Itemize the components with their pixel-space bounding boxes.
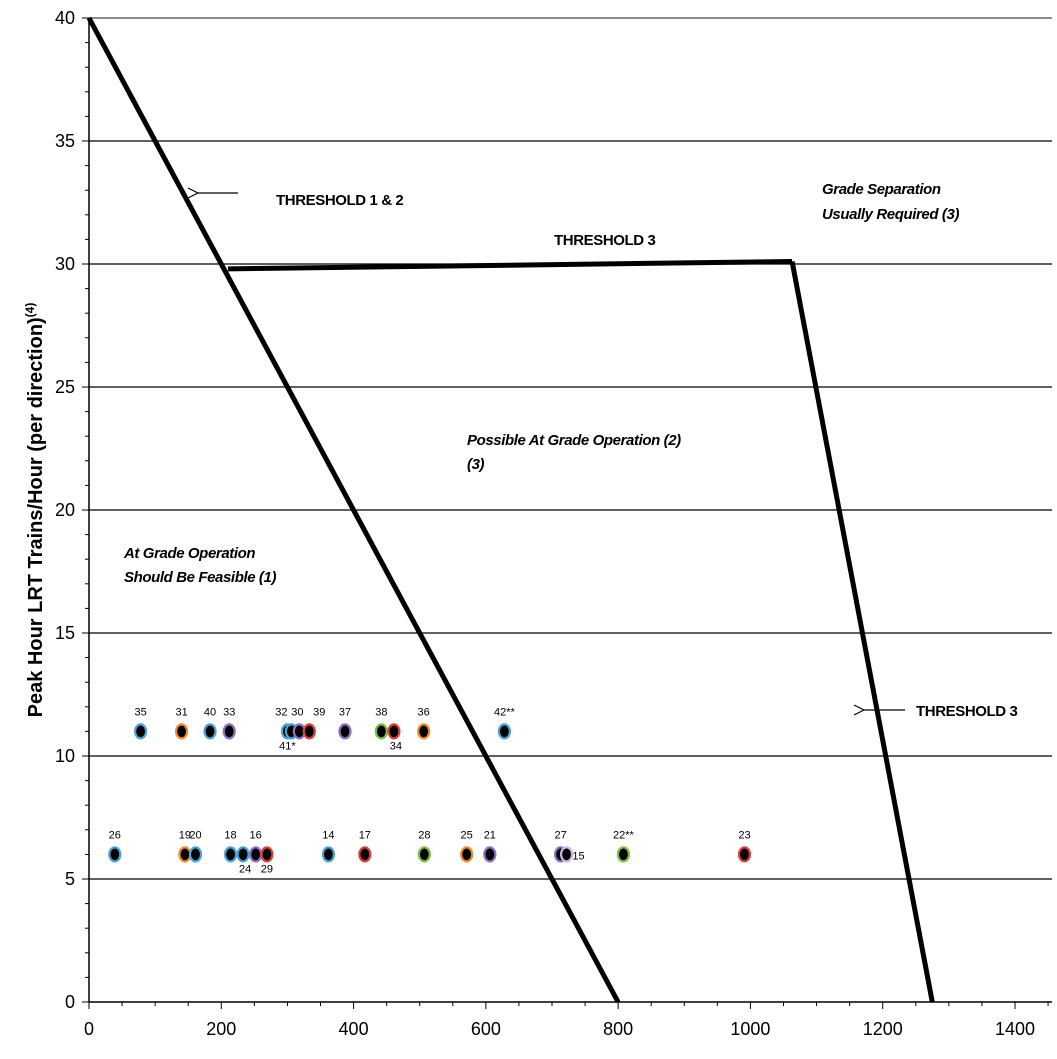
data-point-label: 15	[572, 850, 584, 862]
x-tick-label: 0	[84, 1019, 94, 1039]
y-tick-label: 10	[55, 746, 75, 766]
data-point-label: 40	[204, 706, 216, 718]
data-point-label: 28	[418, 829, 430, 841]
y-tick-label: 15	[55, 623, 75, 643]
data-point-label: 30	[291, 706, 303, 718]
data-point	[236, 846, 250, 863]
threshold-3-right-label: THRESHOLD 3	[916, 703, 1018, 720]
data-point	[260, 846, 274, 863]
data-point	[497, 723, 511, 740]
data-point	[417, 723, 431, 740]
possible-at-grade-label-line1: Possible At Grade Operation (2)	[467, 432, 681, 449]
data-point	[616, 846, 631, 863]
data-point-label: 27	[554, 829, 566, 841]
data-point-label: 16	[250, 829, 262, 841]
data-point-label: 21	[484, 829, 496, 841]
data-point-label: 36	[418, 706, 430, 718]
threshold-line	[227, 259, 793, 272]
threshold-12-label: THRESHOLD 1 & 2	[276, 192, 403, 209]
data-point	[374, 723, 388, 740]
data-point	[559, 846, 574, 863]
y-tick-label: 40	[55, 8, 75, 28]
data-point-label: 37	[339, 706, 351, 718]
data-point-label: 17	[359, 829, 371, 841]
data-point-label: 24	[239, 863, 251, 875]
y-tick-labels: 0 5 10 15 20 25 30 35 40	[55, 8, 75, 1012]
threshold-3-top-label: THRESHOLD 3	[554, 232, 656, 249]
data-point-label: 38	[375, 706, 387, 718]
y-axis-label: Peak Hour LRT Trains/Hour (per direction…	[23, 303, 47, 718]
data-point-label: 19	[179, 829, 191, 841]
x-tick-label: 1200	[863, 1019, 903, 1039]
x-tick-label: 1000	[730, 1019, 770, 1039]
y-tick-label: 30	[55, 254, 75, 274]
data-point-label: 39	[313, 706, 325, 718]
data-point	[133, 723, 148, 740]
data-point	[460, 846, 474, 863]
data-point-label: 35	[134, 706, 146, 718]
data-point-label: 41*	[279, 740, 296, 752]
data-point	[358, 846, 372, 863]
data-point-label: 20	[189, 829, 201, 841]
data-point	[175, 723, 189, 740]
y-tick-label: 35	[55, 131, 75, 151]
data-point	[302, 723, 316, 740]
y-tick-label: 25	[55, 377, 75, 397]
x-ticks	[88, 1002, 1049, 1009]
data-point-label: 34	[390, 740, 402, 752]
data-point	[223, 846, 238, 863]
x-tick-label: 200	[206, 1019, 236, 1039]
threshold-line	[789, 261, 935, 1003]
data-point-label: 25	[461, 829, 473, 841]
x-tick-label: 400	[339, 1019, 369, 1039]
x-tick-label: 600	[471, 1019, 501, 1039]
data-point-label: 42**	[494, 706, 516, 718]
x-tick-label: 1400	[995, 1019, 1035, 1039]
data-point-label: 22**	[613, 829, 635, 841]
data-point	[222, 723, 236, 740]
y-tick-label: 20	[55, 500, 75, 520]
data-point-label: 26	[109, 829, 121, 841]
data-point	[321, 846, 336, 863]
grade-separation-label-line2: Usually Required (3)	[822, 206, 959, 223]
y-ticks	[82, 17, 89, 1003]
data-point	[338, 723, 352, 740]
data-point	[737, 846, 752, 863]
data-point-label: 33	[223, 706, 235, 718]
x-tick-label: 800	[603, 1019, 633, 1039]
feasible-at-grade-label-line2: Should Be Feasible (1)	[124, 569, 276, 586]
data-point-label: 32	[275, 706, 287, 718]
threshold-line	[86, 16, 621, 1004]
data-point	[178, 846, 192, 863]
threshold-lines	[86, 16, 935, 1004]
y-tick-label: 5	[65, 869, 75, 889]
grade-separation-label-line1: Grade Separation	[822, 181, 941, 198]
data-point	[249, 846, 263, 863]
data-point	[483, 846, 497, 863]
y-tick-label: 0	[65, 992, 75, 1012]
data-points	[108, 723, 752, 863]
data-point	[417, 846, 431, 863]
x-tick-labels: 0 200 400 600 800 1000 1200 1400	[84, 1019, 1035, 1039]
data-point-label: 14	[322, 829, 334, 841]
data-point-label: 23	[738, 829, 750, 841]
data-point	[203, 723, 217, 740]
data-point-label: 18	[224, 829, 236, 841]
data-point-label: 29	[261, 863, 273, 875]
data-point	[188, 846, 203, 863]
possible-at-grade-label-line2: (3)	[467, 456, 485, 473]
feasible-at-grade-label-line1: At Grade Operation	[123, 545, 255, 562]
data-point-label: 31	[175, 706, 187, 718]
data-point	[387, 723, 401, 740]
data-point	[108, 846, 122, 863]
